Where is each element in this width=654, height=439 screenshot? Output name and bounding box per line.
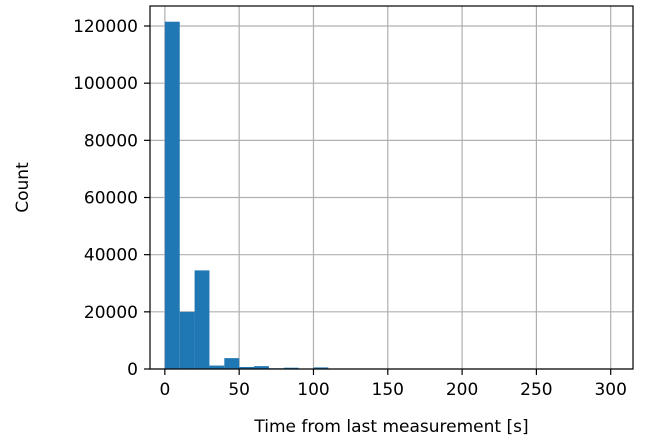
x-tick-label: 150 <box>372 380 404 400</box>
plot-background <box>150 6 633 369</box>
histogram-bar <box>179 311 195 369</box>
y-tick-label: 20000 <box>84 303 138 323</box>
histogram-bar <box>313 367 329 369</box>
plot-area <box>150 6 633 369</box>
x-ticks: 0 50 100 150 200 250 300 <box>159 369 627 400</box>
x-axis-label: Time from last measurement [s] <box>253 417 528 437</box>
x-tick-label: 50 <box>228 380 250 400</box>
histogram-bar <box>239 366 255 369</box>
y-ticks: 0 20000 40000 60000 80000 100000 120000 <box>73 17 150 380</box>
histogram-bar <box>194 270 210 369</box>
histogram-bar <box>224 358 240 369</box>
axes <box>149 5 634 370</box>
histogram-bar <box>209 365 225 369</box>
y-tick-label: 40000 <box>84 246 138 266</box>
x-tick-label: 0 <box>159 380 170 400</box>
histogram-bar <box>254 366 269 369</box>
x-tick-label: 100 <box>297 380 329 400</box>
histogram-bar <box>164 21 180 370</box>
plot-frame <box>149 5 634 370</box>
x-tick-label: 300 <box>594 380 626 400</box>
y-tick-label: 80000 <box>84 131 138 151</box>
x-tick-label: 250 <box>520 380 552 400</box>
x-tick-label: 200 <box>446 380 478 400</box>
y-axis-label: Count <box>13 162 33 213</box>
y-tick-label: 100000 <box>73 74 138 94</box>
histogram-bar <box>283 367 299 369</box>
grid-lines <box>150 6 633 370</box>
y-tick-label: 60000 <box>84 189 138 209</box>
y-tick-label: 0 <box>127 360 138 380</box>
y-tick-label: 120000 <box>73 17 138 37</box>
